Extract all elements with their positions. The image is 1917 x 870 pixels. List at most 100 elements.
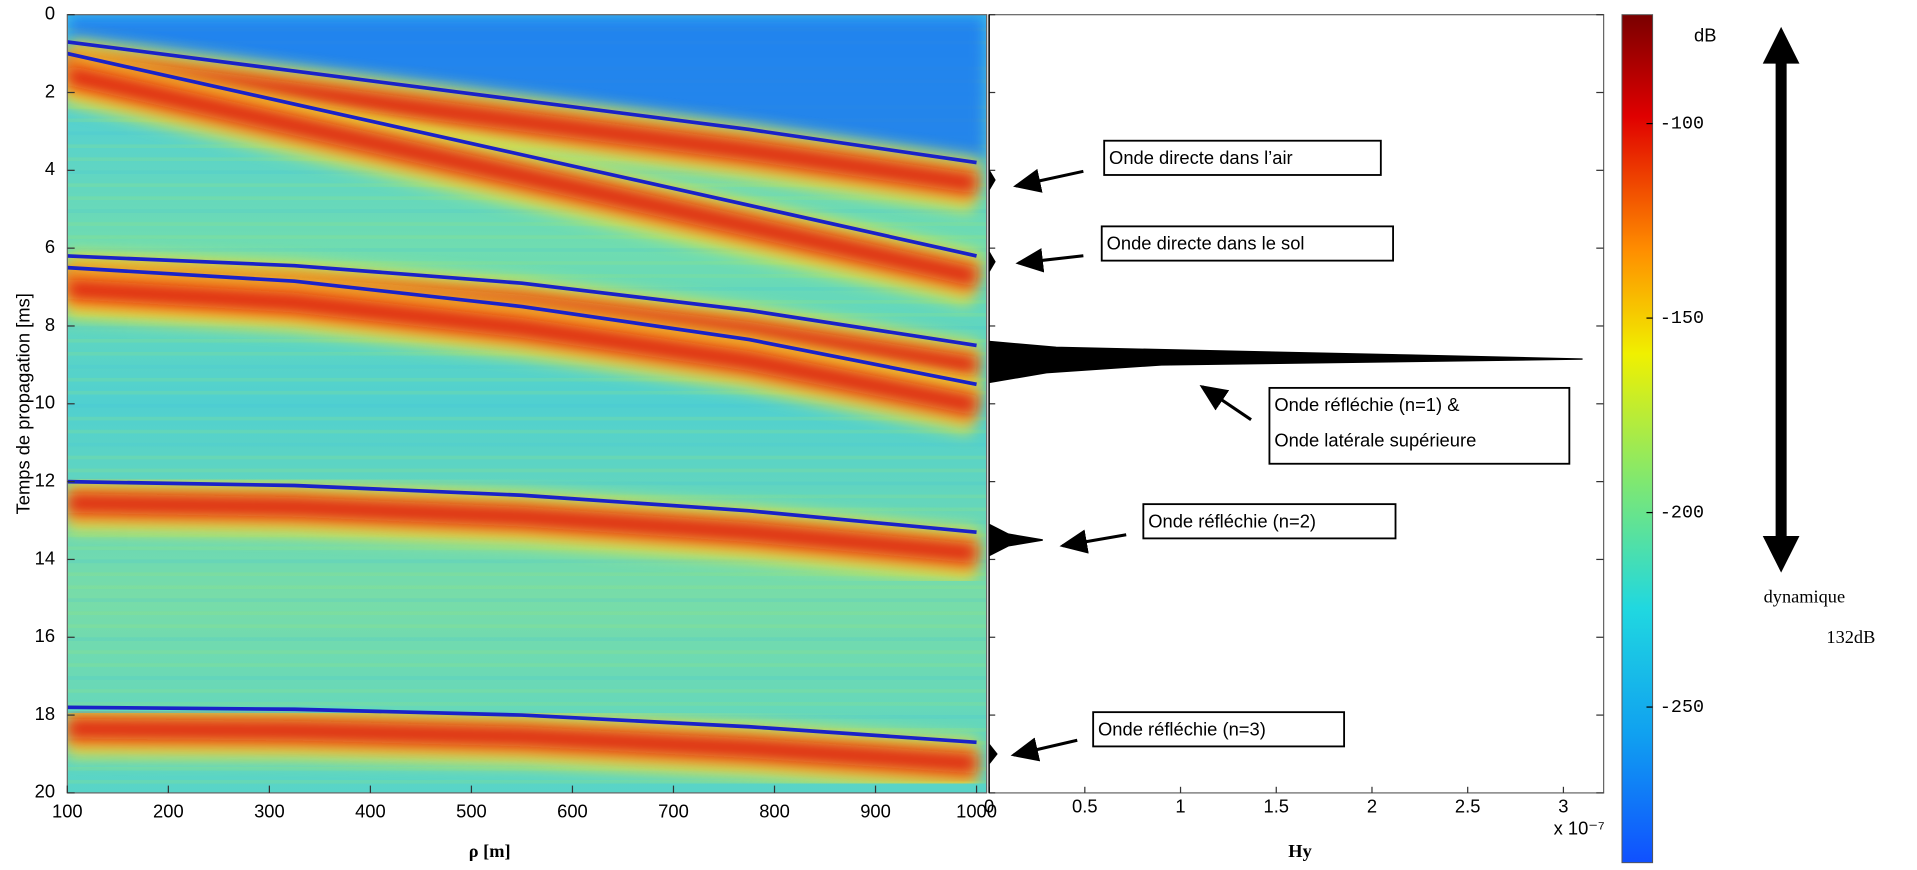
x-tick-label: 3 <box>1558 795 1568 816</box>
annotation-arrow <box>1059 529 1127 554</box>
hy-trace <box>988 14 1583 793</box>
heatmap-texture <box>67 209 987 213</box>
x-tick-label: 800 <box>759 800 790 821</box>
heatmap-texture <box>67 702 987 706</box>
fit-line <box>67 254 977 348</box>
annotation-text: Onde réfléchie (n=3) <box>1098 718 1266 739</box>
heatmap-texture <box>67 455 987 460</box>
fit-line <box>67 265 977 387</box>
heatmap-texture <box>67 611 987 615</box>
y-tick-label: 6 <box>45 236 55 257</box>
heatmap-texture <box>67 650 987 654</box>
fit-line <box>67 479 977 535</box>
x-tick-label: 200 <box>153 800 184 821</box>
heatmap-texture <box>67 676 987 680</box>
y-tick-label: 4 <box>45 158 55 179</box>
heatmap-texture <box>67 585 987 590</box>
heatmap-field <box>67 14 987 793</box>
x-tick-label: 500 <box>456 800 487 821</box>
annotation-text: Onde réfléchie (n=2) <box>1148 510 1316 531</box>
y-tick-label: 2 <box>45 80 55 101</box>
x-tick-label: 100 <box>52 800 83 821</box>
x-tick-label: 1000 <box>956 800 997 821</box>
colorbar-tick-label: -150 <box>1660 308 1704 329</box>
annotation-arrow <box>1013 168 1084 193</box>
y-tick-label: 18 <box>35 703 55 724</box>
range-label: 132dB <box>1826 627 1875 647</box>
heatmap-texture <box>67 559 987 564</box>
x-tick-label: 700 <box>658 800 689 821</box>
heatmap-texture <box>67 403 987 408</box>
heatmap-texture <box>67 766 987 771</box>
x-axis-label: Hy <box>1288 841 1311 861</box>
fit-line <box>67 40 977 165</box>
x-axis-label: ρ [m] <box>469 841 511 861</box>
x-tick-label: 0 <box>984 795 994 816</box>
x-tick-label: 1.5 <box>1264 795 1290 816</box>
x-tick-label: 300 <box>254 800 285 821</box>
annotation-box <box>1092 711 1346 748</box>
heatmap-band <box>67 493 978 564</box>
y-axis-label: Temps de propagation [ms] <box>12 293 33 514</box>
heatmap-band <box>67 65 979 287</box>
heatmap-band <box>67 279 979 416</box>
colorbar <box>1621 14 1654 864</box>
heatmap-texture <box>67 390 987 395</box>
heatmap-texture <box>67 235 987 239</box>
heatmap-texture <box>67 546 987 551</box>
heatmap-texture <box>67 689 987 693</box>
heatmap-texture <box>67 481 987 486</box>
annotation-box <box>1100 225 1394 262</box>
y-tick-label: 14 <box>35 547 55 568</box>
heatmap-texture <box>67 248 987 252</box>
colorbar-panel: -100 -150 -200 -250 dB dynamique 132dB <box>1621 14 1875 864</box>
trace-panel: 0 0.5 1 1.5 2 2.5 3x 10⁻⁷ Hy Onde directe dans l… <box>984 14 1605 861</box>
annotation-arrow <box>1199 384 1252 421</box>
x-tick-label: 2.5 <box>1455 795 1481 816</box>
annotation-text: Onde réfléchie (n=1) & <box>1274 394 1459 415</box>
x-tick-label: 600 <box>557 800 588 821</box>
annotation-text: Onde directe dans l’air <box>1109 147 1293 168</box>
heatmap-texture <box>67 377 987 382</box>
x-tick-label: 1 <box>1175 795 1185 816</box>
heatmap-texture <box>67 779 987 784</box>
fit-line <box>67 705 977 745</box>
heatmap-texture <box>67 429 987 434</box>
plot-frame <box>66 14 988 794</box>
fit-line <box>67 51 977 258</box>
y-tick-label: 12 <box>35 469 55 490</box>
heatmap-texture <box>67 261 987 265</box>
x-multiplier: x 10⁻⁷ <box>1554 817 1605 838</box>
colorbar-title: dB <box>1694 25 1716 46</box>
y-tick-label: 16 <box>35 625 55 646</box>
heatmap-texture <box>67 572 987 577</box>
colorbar-tick-label: -250 <box>1660 697 1704 718</box>
range-arrow-head <box>1762 26 1800 64</box>
heatmap-texture <box>67 598 987 603</box>
heatmap-texture <box>67 364 987 369</box>
heatmap-texture <box>67 274 987 278</box>
y-tick-label: 20 <box>35 781 55 802</box>
x-tick-label: 900 <box>860 800 891 821</box>
heatmap-texture <box>67 416 987 421</box>
heatmap-texture <box>67 624 987 628</box>
annotation-arrow <box>1010 737 1078 762</box>
heatmap-texture <box>67 222 987 226</box>
annotation-text: Onde latérale supérieure <box>1274 430 1476 451</box>
annotation-box <box>1103 139 1382 176</box>
y-tick-label: 8 <box>45 314 55 335</box>
heatmap-texture <box>67 637 987 641</box>
annotation-box <box>1142 503 1397 540</box>
x-tick-label: 0.5 <box>1072 795 1098 816</box>
heatmap-texture <box>67 468 987 473</box>
annotation-text: Onde directe dans le sol <box>1107 233 1305 254</box>
range-label: dynamique <box>1764 587 1846 607</box>
colorbar-tick-label: -100 <box>1660 113 1704 134</box>
heatmap-band <box>67 718 978 774</box>
y-tick-label: 10 <box>35 392 55 413</box>
heatmap-texture <box>67 663 987 667</box>
x-tick-label: 400 <box>355 800 386 821</box>
